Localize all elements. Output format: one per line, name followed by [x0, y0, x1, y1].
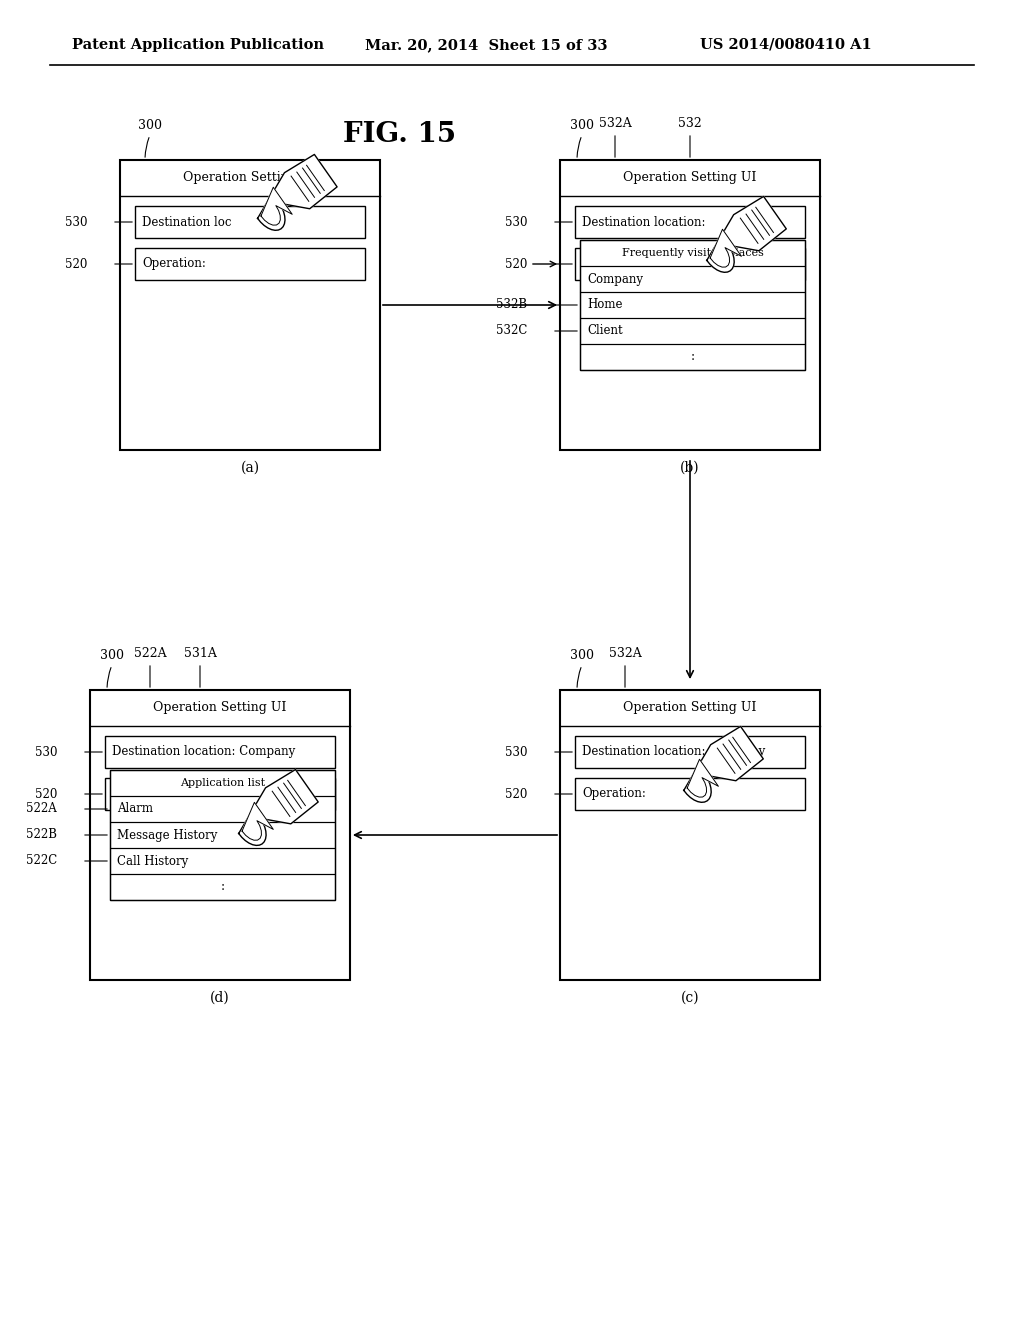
Text: 532B: 532B: [496, 298, 527, 312]
Text: 532A: 532A: [608, 647, 641, 660]
Text: Call History: Call History: [117, 854, 188, 867]
Polygon shape: [711, 230, 741, 267]
Bar: [135, 206, 365, 238]
Text: 522A: 522A: [27, 803, 57, 816]
Bar: [580, 345, 805, 370]
Text: Home: Home: [587, 298, 623, 312]
Text: 530: 530: [505, 746, 527, 759]
Bar: [575, 737, 805, 768]
Text: 300: 300: [570, 119, 594, 132]
Text: Alarm: Alarm: [117, 803, 153, 816]
Text: Destination location:: Destination location:: [582, 215, 706, 228]
Text: :: :: [220, 880, 224, 894]
Text: 520: 520: [505, 257, 527, 271]
Bar: [110, 796, 335, 822]
Bar: [110, 847, 335, 874]
Text: (d): (d): [210, 991, 229, 1005]
Bar: [560, 160, 820, 450]
Text: Op: Op: [582, 257, 599, 271]
Bar: [580, 240, 805, 267]
Text: 530: 530: [505, 215, 527, 228]
Polygon shape: [684, 726, 763, 803]
Bar: [575, 248, 805, 280]
Text: 532C: 532C: [496, 325, 527, 338]
Text: Destination location: Company: Destination location: Company: [112, 746, 295, 759]
Text: Client: Client: [587, 325, 623, 338]
Polygon shape: [242, 803, 273, 841]
Bar: [105, 737, 335, 768]
Text: (a): (a): [241, 461, 259, 475]
Bar: [110, 770, 335, 900]
Polygon shape: [707, 197, 786, 272]
Text: 300: 300: [100, 649, 124, 663]
Bar: [90, 690, 350, 979]
Text: 300: 300: [570, 649, 594, 663]
Bar: [560, 690, 820, 979]
Bar: [110, 770, 335, 796]
Bar: [105, 777, 335, 810]
Text: Operation Setting UI: Operation Setting UI: [154, 701, 287, 714]
Polygon shape: [239, 770, 318, 845]
Text: (b): (b): [680, 461, 699, 475]
Polygon shape: [261, 187, 292, 226]
Text: 520: 520: [35, 788, 57, 800]
Bar: [575, 777, 805, 810]
Text: FIG. 15: FIG. 15: [343, 121, 457, 149]
Text: 522C: 522C: [26, 854, 57, 867]
Polygon shape: [687, 759, 719, 797]
Bar: [120, 160, 380, 450]
Text: :: :: [690, 351, 694, 363]
Text: Operation:: Operation:: [142, 257, 206, 271]
Text: 520: 520: [505, 788, 527, 800]
Bar: [580, 240, 805, 370]
Text: 520: 520: [65, 257, 87, 271]
Text: (c): (c): [681, 991, 699, 1005]
Text: Patent Application Publication: Patent Application Publication: [72, 38, 324, 51]
Text: US 2014/0080410 A1: US 2014/0080410 A1: [700, 38, 871, 51]
Text: Mar. 20, 2014  Sheet 15 of 33: Mar. 20, 2014 Sheet 15 of 33: [365, 38, 607, 51]
Bar: [575, 206, 805, 238]
Text: Operation Setting UI: Operation Setting UI: [624, 172, 757, 185]
Text: Operation Setting UI: Operation Setting UI: [183, 172, 316, 185]
Text: 530: 530: [65, 215, 87, 228]
Bar: [110, 874, 335, 900]
Text: Destination location: Company: Destination location: Company: [582, 746, 765, 759]
Bar: [110, 822, 335, 847]
Text: Destination loc: Destination loc: [142, 215, 231, 228]
Text: 522B: 522B: [26, 829, 57, 842]
Text: Message History: Message History: [117, 829, 217, 842]
Text: 532: 532: [678, 117, 701, 129]
Bar: [580, 267, 805, 292]
Text: 530: 530: [35, 746, 57, 759]
Bar: [580, 292, 805, 318]
Bar: [135, 248, 365, 280]
Text: 532A: 532A: [599, 117, 632, 129]
Text: 300: 300: [138, 119, 162, 132]
Text: 522A: 522A: [134, 647, 166, 660]
Text: 531A: 531A: [183, 647, 216, 660]
Bar: [580, 318, 805, 345]
Text: Operation: Alarm: Operation: Alarm: [112, 788, 216, 800]
Text: Application list: Application list: [180, 777, 265, 788]
Text: Frequently visited places: Frequently visited places: [622, 248, 764, 257]
Text: Operation Setting UI: Operation Setting UI: [624, 701, 757, 714]
Text: Operation:: Operation:: [582, 788, 646, 800]
Polygon shape: [258, 154, 337, 230]
Text: Company: Company: [587, 272, 643, 285]
